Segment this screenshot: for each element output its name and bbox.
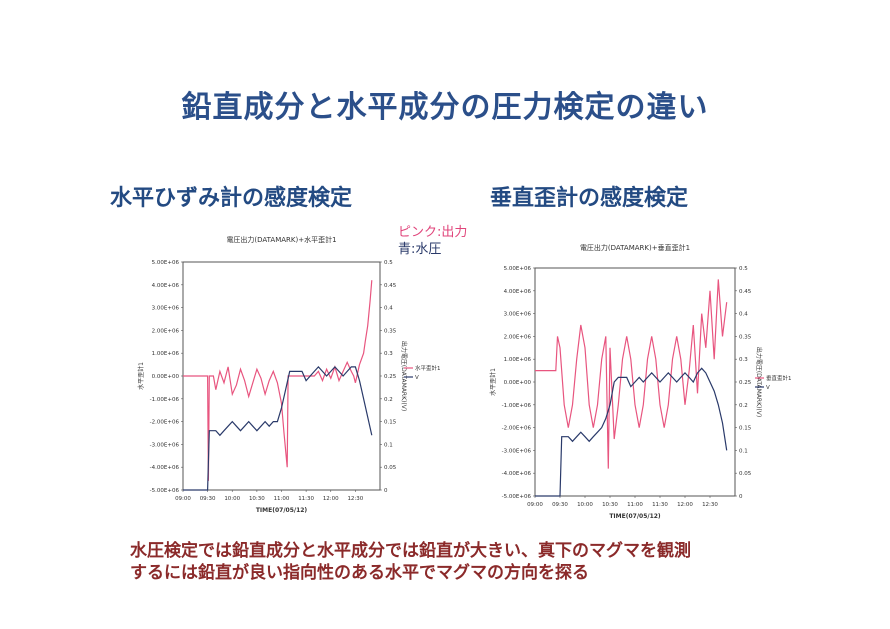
y-right-tick-label: 0.25 <box>384 374 397 380</box>
y-left-tick-label: 4.00E+06 <box>152 283 180 289</box>
y-right-tick-label: 0.4 <box>739 312 748 318</box>
page-title: 鉛直成分と水平成分の圧力検定の違い <box>181 90 709 125</box>
y-right-tick-label: 0.3 <box>384 351 393 357</box>
y-left-tick-label: 3.00E+06 <box>504 312 532 318</box>
vertical-strain-chart: 電圧出力(DATAMARK)+垂直歪計1 5.00E+06 4.00E+06 3.00… <box>455 240 800 530</box>
series-line-voltage <box>535 367 728 497</box>
x-tick-label: 11:00 <box>627 502 643 508</box>
y-left-tick-label: -4.00E+06 <box>150 465 180 471</box>
y-left-tick-label: -5.00E+06 <box>150 488 180 494</box>
y-right-tick-label: 0.25 <box>739 380 752 386</box>
x-tick-label: 11:00 <box>274 496 290 502</box>
y-right-tick-label: 0.1 <box>739 448 748 454</box>
y-right-axis-label: 出力電圧(DATAMARK)(V) <box>400 341 408 411</box>
y-right-tick-label: 0.35 <box>739 334 752 340</box>
y-right-tick-label: 0.5 <box>384 260 393 266</box>
y-right-axis-label: 出力電圧(DATAMARK)(V) <box>755 347 763 417</box>
y-right-tick-label: 0.2 <box>384 397 393 403</box>
right-chart-heading: 垂直歪計の感度検定 <box>490 186 689 211</box>
y-left-tick-label: -2.00E+06 <box>150 420 180 426</box>
x-tick-label: 09:00 <box>527 502 543 508</box>
y-right-tick-label: 0 <box>384 488 388 494</box>
x-tick-label: 12:30 <box>702 502 718 508</box>
legend-label: 水平歪計1 <box>415 364 440 372</box>
x-tick-label: 11:30 <box>298 496 314 502</box>
legend-note-blue: 青:水圧 <box>398 242 442 257</box>
y-left-tick-label: 5.00E+06 <box>504 266 532 272</box>
legend-label: V <box>766 385 770 391</box>
y-left-tick-label: 3.00E+06 <box>152 306 180 312</box>
y-left-tick-label: 1.00E+06 <box>152 351 180 357</box>
y-right-tick-label: 0.5 <box>739 266 748 272</box>
horizontal-strain-chart: 電圧出力(DATAMARK)+水平歪計1 5.00E+06 4.00E+06 3.00… <box>120 232 441 522</box>
legend-label: V <box>415 375 419 381</box>
y-right-tick-label: 0.45 <box>384 283 397 289</box>
y-right-tick-label: 0.15 <box>739 426 752 432</box>
horizontal-strain-chart-svg: 電圧出力(DATAMARK)+水平歪計1 5.00E+06 4.00E+06 3.00… <box>137 235 441 514</box>
y-left-tick-label: 4.00E+06 <box>504 289 532 295</box>
x-tick-label: 09:00 <box>175 496 191 502</box>
x-tick-label: 12:00 <box>677 502 693 508</box>
x-tick-label: 10:30 <box>602 502 618 508</box>
y-left-tick-label: 2.00E+06 <box>152 328 180 334</box>
y-left-tick-label: -3.00E+06 <box>150 442 180 448</box>
x-tick-label: 10:00 <box>224 496 240 502</box>
y-right-tick-label: 0.05 <box>739 471 752 477</box>
series-line-voltage <box>183 366 373 491</box>
y-left-tick-label: 5.00E+06 <box>152 260 180 266</box>
y-left-tick-label: -4.00E+06 <box>502 471 532 477</box>
y-left-tick-label: -1.00E+06 <box>150 397 180 403</box>
left-chart-heading: 水平ひずみ計の感度検定 <box>110 186 353 211</box>
y-right-tick-label: 0.45 <box>739 289 752 295</box>
vertical-strain-chart-svg: 電圧出力(DATAMARK)+垂直歪計1 5.00E+06 4.00E+06 3.00… <box>489 243 792 520</box>
x-tick-label: 12:30 <box>347 496 363 502</box>
x-tick-label: 10:30 <box>249 496 265 502</box>
y-left-tick-label: -1.00E+06 <box>502 403 532 409</box>
x-tick-label: 11:30 <box>652 502 668 508</box>
caption-line-1: 水圧検定では鉛直成分と水平成分では鉛直が大きい、真下のマグマを観測 <box>130 541 691 561</box>
y-left-tick-label: -5.00E+06 <box>502 494 532 500</box>
series-line-strain <box>535 279 728 469</box>
x-axis-label: TIME(07/05/12) <box>609 513 661 520</box>
y-right-tick-label: 0.3 <box>739 357 748 363</box>
y-left-tick-label: 0.00E+00 <box>504 380 532 386</box>
x-tick-label: 12:00 <box>323 496 339 502</box>
y-left-axis-label: 水平歪計1 <box>489 368 497 396</box>
legend-label: 垂直歪計1 <box>766 374 792 382</box>
y-left-tick-label: -3.00E+06 <box>502 448 532 454</box>
chart-title: 電圧出力(DATAMARK)+垂直歪計1 <box>580 243 690 252</box>
y-right-tick-label: 0.05 <box>384 465 397 471</box>
x-tick-label: 09:30 <box>200 496 216 502</box>
y-left-tick-label: 1.00E+06 <box>504 357 532 363</box>
series-line-strain <box>183 280 373 481</box>
chart-title: 電圧出力(DATAMARK)+水平歪計1 <box>226 235 336 244</box>
y-left-axis-label: 水平歪計1 <box>137 362 145 390</box>
x-tick-label: 10:00 <box>577 502 593 508</box>
y-right-tick-label: 0.15 <box>384 420 397 426</box>
x-axis-label: TIME(07/05/12) <box>256 507 308 514</box>
y-left-tick-label: 0.00E+00 <box>152 374 180 380</box>
y-left-tick-label: -2.00E+06 <box>502 426 532 432</box>
y-right-tick-label: 0.1 <box>384 442 393 448</box>
x-tick-label: 09:30 <box>552 502 568 508</box>
y-right-tick-label: 0 <box>739 494 743 500</box>
y-right-tick-label: 0.4 <box>384 306 393 312</box>
legend-note-pink: ピンク:出力 <box>398 225 468 240</box>
y-left-tick-label: 2.00E+06 <box>504 334 532 340</box>
caption-line-2: するには鉛直が良い指向性のある水平でマグマの方向を探る <box>130 563 589 583</box>
caption: 水圧検定では鉛直成分と水平成分では鉛直が大きい、真下のマグマを観測 するには鉛直… <box>130 540 850 584</box>
y-right-tick-label: 0.2 <box>739 403 748 409</box>
y-right-tick-label: 0.35 <box>384 328 397 334</box>
